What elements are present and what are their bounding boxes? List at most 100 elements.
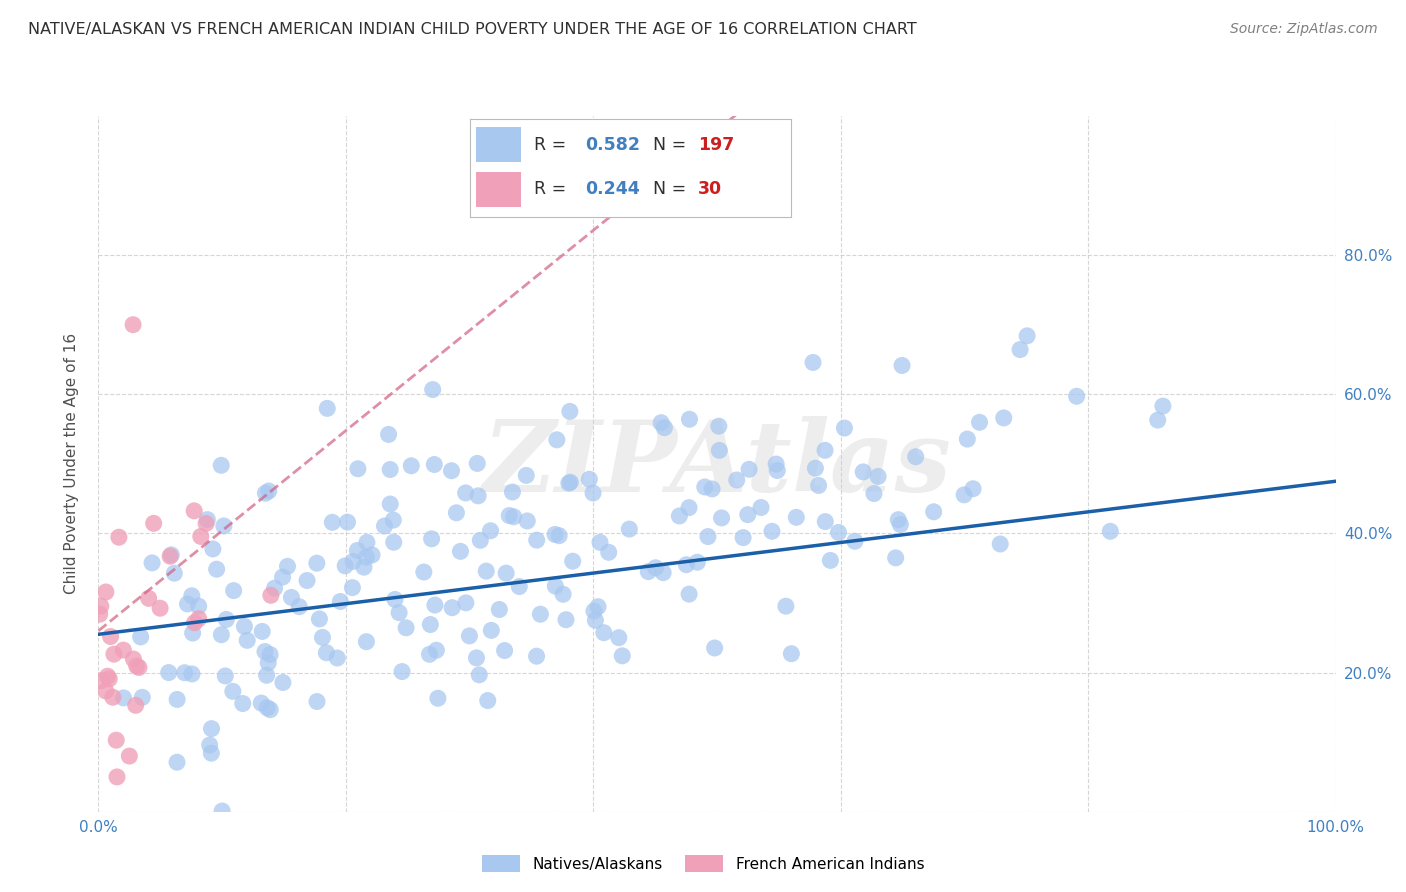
Point xyxy=(384,592,406,607)
Point xyxy=(709,443,731,458)
Point xyxy=(373,519,395,533)
Point xyxy=(380,462,402,476)
Point xyxy=(212,519,235,533)
Point xyxy=(749,500,772,515)
Point xyxy=(470,533,492,548)
Point xyxy=(607,631,630,645)
Point xyxy=(495,566,517,581)
Point xyxy=(678,412,700,426)
Point xyxy=(326,651,349,665)
Point xyxy=(766,463,789,477)
Point xyxy=(356,634,378,648)
Point xyxy=(128,660,150,674)
Point xyxy=(215,612,238,626)
Point xyxy=(780,647,803,661)
Point xyxy=(198,738,221,752)
Point xyxy=(922,505,945,519)
Point xyxy=(675,558,697,572)
Point xyxy=(90,673,112,688)
Point xyxy=(710,511,733,525)
Point xyxy=(804,461,827,475)
Point xyxy=(479,624,502,638)
Point xyxy=(209,628,232,642)
Point xyxy=(863,486,886,500)
Point xyxy=(820,553,842,567)
Point xyxy=(761,524,783,539)
Point xyxy=(271,675,294,690)
Point xyxy=(256,700,278,714)
Point xyxy=(801,355,824,369)
Text: ZIPAtlas: ZIPAtlas xyxy=(482,416,952,512)
Point xyxy=(586,599,609,614)
Point xyxy=(176,597,198,611)
Point xyxy=(419,617,441,632)
Point xyxy=(686,555,709,569)
Point xyxy=(377,427,399,442)
Point xyxy=(1017,329,1039,343)
Point xyxy=(391,665,413,679)
Text: Source: ZipAtlas.com: Source: ZipAtlas.com xyxy=(1230,22,1378,37)
Point xyxy=(479,524,502,538)
Point xyxy=(173,665,195,680)
Text: 30: 30 xyxy=(697,180,723,198)
Point xyxy=(250,624,273,639)
Point xyxy=(582,604,605,618)
Point xyxy=(190,529,212,543)
Point xyxy=(526,533,548,548)
Bar xyxy=(477,128,522,162)
Point xyxy=(834,421,856,435)
Point xyxy=(827,525,849,540)
Point xyxy=(765,457,787,471)
Point xyxy=(1099,524,1122,539)
Point xyxy=(195,513,218,527)
Point xyxy=(97,669,120,683)
Point xyxy=(187,612,209,626)
Point xyxy=(654,420,676,434)
Point xyxy=(560,475,582,490)
Point xyxy=(103,647,125,661)
Point xyxy=(733,531,755,545)
Point xyxy=(308,612,330,626)
Point xyxy=(108,530,131,544)
Point xyxy=(159,549,181,564)
Point xyxy=(548,529,571,543)
Point xyxy=(555,613,578,627)
Point xyxy=(149,601,172,615)
Point xyxy=(382,535,405,549)
Text: R =: R = xyxy=(534,180,572,198)
Point xyxy=(346,543,368,558)
Point xyxy=(311,631,333,645)
Point xyxy=(356,550,378,565)
Point xyxy=(89,607,111,622)
Point xyxy=(501,485,523,500)
Point xyxy=(160,548,183,562)
Point xyxy=(546,433,568,447)
Text: NATIVE/ALASKAN VS FRENCH AMERICAN INDIAN CHILD POVERTY UNDER THE AGE OF 16 CORRE: NATIVE/ALASKAN VS FRENCH AMERICAN INDIAN… xyxy=(28,22,917,37)
Point xyxy=(465,457,488,471)
Point xyxy=(233,619,256,633)
Point xyxy=(498,508,520,523)
Point xyxy=(315,646,337,660)
Point xyxy=(187,599,209,614)
Point xyxy=(589,535,612,549)
Point xyxy=(468,668,491,682)
Point xyxy=(454,486,477,500)
Point xyxy=(993,411,1015,425)
Point xyxy=(582,486,605,500)
Point xyxy=(253,644,276,658)
Point xyxy=(852,465,875,479)
Point xyxy=(420,532,443,546)
Y-axis label: Child Poverty Under the Age of 16: Child Poverty Under the Age of 16 xyxy=(65,334,79,594)
Point xyxy=(112,643,135,657)
Point xyxy=(205,562,228,576)
Point xyxy=(637,565,659,579)
Point xyxy=(426,691,449,706)
Point xyxy=(288,599,311,614)
Point xyxy=(395,621,418,635)
Text: 197: 197 xyxy=(697,136,734,154)
Point xyxy=(276,559,298,574)
Point xyxy=(544,527,567,541)
Text: 0.582: 0.582 xyxy=(585,136,640,154)
Point xyxy=(544,579,567,593)
Point xyxy=(422,383,444,397)
